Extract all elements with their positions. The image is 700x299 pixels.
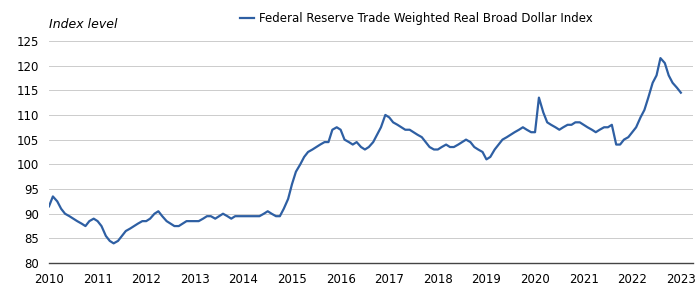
Legend: Federal Reserve Trade Weighted Real Broad Dollar Index: Federal Reserve Trade Weighted Real Broa… (240, 12, 592, 25)
Text: Index level: Index level (49, 18, 118, 31)
